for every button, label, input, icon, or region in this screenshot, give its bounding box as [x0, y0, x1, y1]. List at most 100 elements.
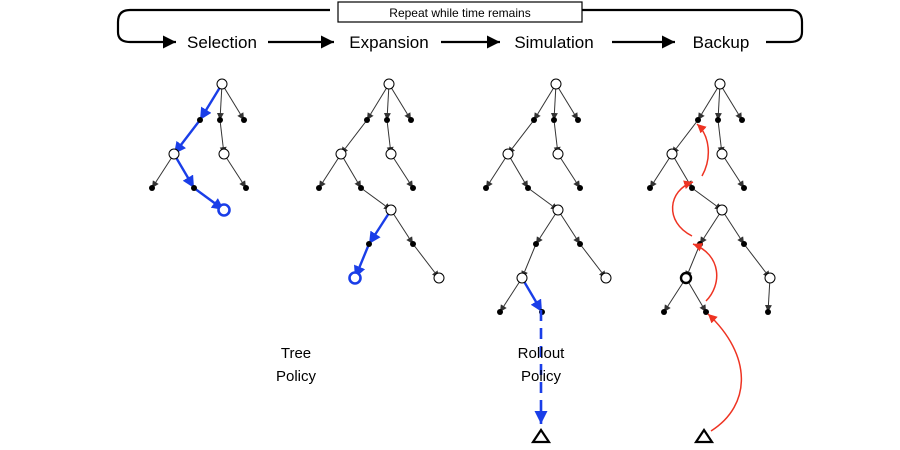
tree-edge — [486, 154, 508, 188]
action-node — [715, 117, 721, 123]
action-node — [243, 185, 249, 191]
stage-label-expansion: Expansion — [349, 33, 428, 52]
action-node — [739, 117, 745, 123]
tree-edge — [391, 154, 413, 188]
state-node — [667, 149, 677, 159]
state-node — [553, 205, 563, 215]
action-node — [575, 117, 581, 123]
highlighted-edge — [200, 84, 222, 120]
expansion-tree — [316, 79, 444, 284]
tree-edge — [224, 154, 246, 188]
action-node — [408, 117, 414, 123]
action-node — [358, 185, 364, 191]
tree-edge — [413, 244, 439, 278]
state-node — [434, 273, 444, 283]
action-node — [410, 185, 416, 191]
tree-edge — [692, 188, 722, 210]
selection-tree — [149, 79, 249, 216]
tree-policy-line2: Policy — [276, 368, 317, 385]
tree-edge — [361, 188, 391, 210]
state-node — [765, 273, 775, 283]
action-node — [497, 309, 503, 315]
state-node — [553, 149, 563, 159]
state-node — [386, 149, 396, 159]
loop-label: Repeat while time remains — [389, 6, 530, 20]
tree-edge — [534, 84, 556, 120]
action-node — [741, 185, 747, 191]
tree-edge — [700, 210, 722, 244]
action-node — [525, 185, 531, 191]
backup-arrow-4 — [697, 124, 708, 176]
tree-edge — [744, 244, 770, 278]
tree-edge — [580, 244, 606, 278]
tree-edge — [722, 154, 744, 188]
action-node — [551, 117, 557, 123]
stage-label-selection: Selection — [187, 33, 257, 52]
action-node — [577, 185, 583, 191]
tree-edge — [152, 154, 174, 188]
state-node — [350, 273, 361, 284]
state-node — [601, 273, 611, 283]
state-node — [715, 79, 725, 89]
highlighted-edge — [174, 120, 200, 154]
state-node — [219, 205, 230, 216]
action-node — [384, 117, 390, 123]
tree-edge — [558, 154, 580, 188]
action-node — [533, 241, 539, 247]
state-node — [503, 149, 513, 159]
tree-edge — [508, 120, 534, 154]
rollout-policy-line2: Policy — [521, 368, 562, 385]
action-node — [316, 185, 322, 191]
tree-edge — [508, 154, 528, 188]
tree-edge — [536, 210, 558, 244]
rollout-policy-line1: Rollout — [518, 345, 566, 362]
backup-tree — [647, 79, 775, 315]
action-node — [647, 185, 653, 191]
action-node — [149, 185, 155, 191]
backup-arrow-1 — [708, 314, 741, 431]
state-node — [217, 79, 227, 89]
stage-label-backup: Backup — [693, 33, 750, 52]
state-node — [681, 273, 691, 283]
action-node — [364, 117, 370, 123]
action-node — [197, 117, 203, 123]
tree-edge — [341, 120, 367, 154]
tree-edge — [222, 84, 244, 120]
stage-header: Selection Expansion Simulation Backup — [187, 33, 749, 52]
terminal-triangle-simulation — [533, 430, 549, 442]
action-node — [765, 309, 771, 315]
state-node — [219, 149, 229, 159]
tree-edge — [341, 154, 361, 188]
tree-edge — [319, 154, 341, 188]
action-node — [577, 241, 583, 247]
tree-policy-line1: Tree — [281, 345, 311, 362]
tree-edge — [558, 210, 580, 244]
tree-edge — [556, 84, 578, 120]
action-node — [695, 117, 701, 123]
tree-edge — [391, 210, 413, 244]
tree-edge — [650, 154, 672, 188]
tree-edge — [698, 84, 720, 120]
state-node — [551, 79, 561, 89]
state-node — [169, 149, 179, 159]
simulation-tree — [483, 79, 611, 315]
tree-edge — [522, 244, 536, 278]
action-node — [366, 241, 372, 247]
tree-edge — [500, 278, 522, 312]
action-node — [483, 185, 489, 191]
tree-edge — [389, 84, 411, 120]
tree-edge — [528, 188, 558, 210]
action-node — [689, 185, 695, 191]
action-node — [410, 241, 416, 247]
highlighted-edge — [369, 210, 391, 244]
loop-line-right — [580, 10, 802, 42]
tree-edge — [720, 84, 742, 120]
state-node — [717, 205, 727, 215]
state-node — [336, 149, 346, 159]
terminal-triangle-backup — [696, 430, 712, 442]
tree-edge — [722, 210, 744, 244]
state-node — [384, 79, 394, 89]
action-node — [191, 185, 197, 191]
state-node — [717, 149, 727, 159]
highlighted-edge — [522, 278, 542, 312]
